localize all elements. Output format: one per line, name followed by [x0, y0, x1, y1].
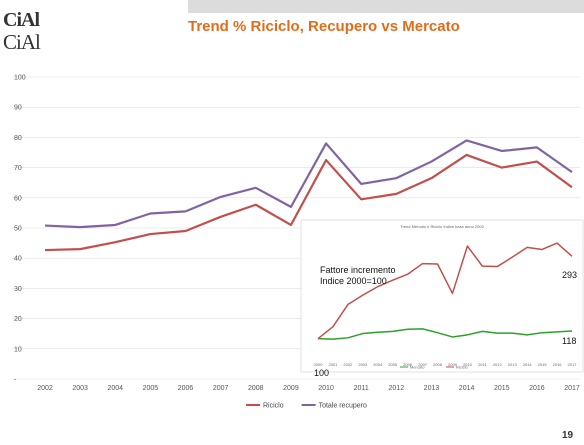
x-tick-label: 2008	[248, 385, 264, 392]
x-tick-label: 2016	[529, 385, 545, 392]
inset-x-tick-label: 2000	[314, 362, 324, 367]
y-tick-label: 50	[14, 226, 22, 233]
inset-start-value-label: 100	[314, 368, 330, 378]
inset-legend-label: Riciclo	[456, 365, 469, 370]
inset-riciclo-end-label: 293	[562, 270, 578, 280]
x-tick-label: 2017	[564, 385, 580, 392]
inset-x-tick-label: 2002	[343, 362, 353, 367]
inset-series-line	[317, 328, 573, 340]
inset-x-tick-label: 2009	[448, 362, 458, 367]
y-tick-label: 90	[14, 105, 22, 112]
inset-x-tick-label: 2008	[433, 362, 443, 367]
legend-label: Riciclo	[263, 403, 284, 410]
slide-title: Trend % Riciclo, Recupero vs Mercato	[188, 18, 460, 35]
x-tick-label: 2009	[283, 385, 299, 392]
series-line	[44, 139, 573, 229]
inset-annotation-label: Fattore incremento Indice 2000=100	[320, 265, 396, 287]
y-tick-label: 60	[14, 195, 22, 202]
x-tick-label: 2002	[37, 385, 53, 392]
inset-annotation-line: Indice 2000=100	[320, 276, 387, 286]
inset-chart-frame	[300, 219, 584, 373]
y-tick-label: -	[14, 377, 17, 384]
inset-x-tick-label: 2012	[493, 362, 503, 367]
x-tick-label: 2007	[213, 385, 229, 392]
inset-x-tick-label: 2015	[538, 362, 548, 367]
inset-series-line	[317, 242, 573, 340]
logo-top-text: CiAl	[3, 9, 40, 31]
inset-chart-title: Trend Mercato e Riciclo Indice base anno…	[400, 224, 484, 229]
series-line	[44, 153, 573, 252]
inset-mercato-end-label: 118	[562, 336, 577, 346]
x-tick-label: 2011	[354, 385, 369, 392]
inset-x-tick-label: 2011	[478, 362, 487, 367]
x-tick-label: 2006	[178, 385, 194, 392]
x-tick-label: 2003	[72, 385, 88, 392]
inset-x-tick-label: 2004	[373, 362, 383, 367]
inset-x-tick-label: 2007	[418, 362, 428, 367]
x-tick-label: 2013	[424, 385, 440, 392]
page-number: 19	[562, 430, 574, 441]
inset-x-tick-label: 2005	[388, 362, 398, 367]
inset-x-tick-label: 2001	[328, 362, 338, 367]
header-bar	[188, 0, 584, 13]
y-tick-label: 40	[14, 256, 22, 263]
x-tick-label: 2014	[459, 385, 475, 392]
x-tick-label: 2012	[389, 385, 405, 392]
x-tick-label: 2010	[318, 385, 334, 392]
x-tick-label: 2015	[494, 385, 510, 392]
y-tick-label: 10	[14, 346, 22, 353]
inset-x-tick-label: 2010	[463, 362, 473, 367]
inset-x-tick-label: 2013	[508, 362, 518, 367]
y-tick-label: 80	[14, 135, 22, 142]
inset-legend-label: Mercato	[410, 365, 425, 370]
inset-annotation-line: Fattore incremento	[320, 265, 396, 275]
y-tick-label: 30	[14, 286, 22, 293]
x-tick-label: 2005	[143, 385, 159, 392]
inset-x-tick-label: 2006	[403, 362, 413, 367]
inset-x-tick-label: 2016	[553, 362, 563, 367]
inset-x-tick-label: 2003	[358, 362, 368, 367]
inset-x-tick-label: 2017	[568, 362, 578, 367]
y-tick-label: 70	[14, 165, 22, 172]
y-tick-label: 20	[14, 316, 22, 323]
logo-bottom-text: CiAl	[3, 30, 41, 54]
cial-logo: CiAl CiAl	[3, 10, 41, 64]
y-tick-label: 100	[14, 75, 26, 82]
inset-x-tick-label: 2014	[523, 362, 533, 367]
x-tick-label: 2004	[107, 385, 123, 392]
legend-label: Totale recupero	[319, 403, 367, 410]
